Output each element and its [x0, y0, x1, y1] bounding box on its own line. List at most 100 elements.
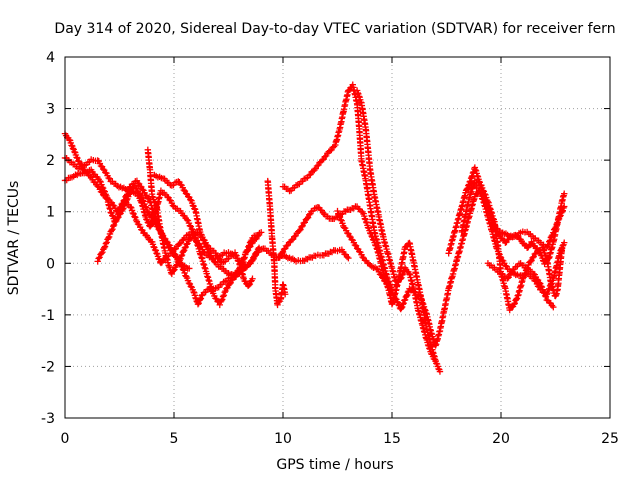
data-point [326, 147, 334, 155]
data-point [384, 283, 391, 290]
data-point [465, 195, 473, 203]
data-point [237, 264, 244, 271]
data-point [556, 213, 564, 220]
data-point [69, 145, 77, 152]
series-track-9 [279, 81, 396, 293]
data-point [465, 198, 472, 206]
data-point [519, 275, 526, 282]
data-point [544, 242, 551, 250]
data-point [193, 238, 200, 245]
data-point [542, 293, 550, 300]
y-tick-label: 3 [46, 102, 55, 118]
data-point [151, 198, 158, 206]
data-point [183, 216, 191, 223]
data-point [296, 227, 303, 234]
data-point [220, 292, 228, 299]
data-point [550, 229, 557, 236]
x-tick-label: 10 [274, 431, 292, 447]
y-tick-label: 4 [46, 50, 55, 66]
data-point [398, 304, 405, 312]
data-point [139, 197, 147, 204]
data-point [171, 253, 179, 260]
data-point [199, 236, 207, 244]
data-point [144, 219, 152, 226]
data-point [186, 265, 193, 272]
data-point [397, 275, 404, 282]
data-point [561, 203, 568, 210]
data-point [142, 203, 149, 210]
data-point [99, 248, 106, 256]
data-point [248, 240, 255, 247]
data-point [546, 238, 553, 245]
data-point [118, 204, 125, 211]
series-track-14 [465, 182, 568, 251]
data-point [216, 301, 223, 309]
data-point [194, 300, 202, 308]
data-point [303, 215, 311, 222]
data-point [403, 292, 410, 300]
data-point [421, 306, 428, 313]
data-point [335, 213, 343, 220]
data-point [151, 246, 159, 254]
data-point [138, 226, 145, 233]
data-point [513, 296, 520, 303]
data-point [560, 204, 567, 212]
data-point [96, 177, 104, 185]
data-point [149, 193, 156, 200]
data-point [520, 274, 527, 281]
data-point [204, 273, 211, 280]
chart-title: Day 314 of 2020, Sidereal Day-to-day VTE… [54, 21, 615, 37]
data-point [558, 244, 566, 252]
data-point [305, 172, 313, 179]
data-point [102, 240, 110, 247]
data-point [99, 184, 106, 191]
data-point [100, 187, 108, 194]
data-point [254, 232, 261, 240]
data-point [131, 213, 138, 220]
data-point [150, 243, 157, 250]
data-point [108, 227, 115, 234]
data-point [240, 255, 247, 262]
y-tick-label: -3 [41, 411, 55, 427]
data-point [194, 241, 201, 249]
data-point [112, 217, 119, 224]
data-point [555, 216, 562, 224]
series-track-13 [458, 177, 566, 314]
data-point [489, 220, 497, 227]
data-point [73, 154, 80, 161]
data-point [183, 241, 190, 248]
data-point [554, 219, 561, 227]
data-point [238, 259, 246, 267]
data-point [189, 202, 197, 209]
data-point [185, 279, 193, 287]
y-tick-label: 1 [46, 205, 55, 221]
data-point [201, 240, 208, 247]
data-point [399, 300, 407, 308]
data-point [249, 275, 256, 282]
data-point [218, 297, 225, 304]
data-point [110, 221, 118, 229]
data-point [510, 300, 518, 308]
data-point [507, 270, 515, 277]
data-point [529, 254, 536, 261]
data-point [187, 283, 195, 290]
data-point [232, 251, 239, 259]
data-point [521, 271, 528, 278]
data-point [243, 248, 251, 255]
data-point [223, 285, 230, 292]
data-point [191, 205, 198, 212]
data-point [138, 193, 145, 201]
data-point [107, 209, 114, 216]
data-point [254, 245, 262, 253]
data-point [467, 189, 475, 197]
data-point [481, 195, 488, 203]
series-track-1 [61, 130, 352, 271]
data-point [545, 241, 552, 248]
data-point [196, 250, 204, 257]
data-point [540, 289, 547, 296]
data-point [119, 201, 126, 208]
data-point [305, 211, 313, 219]
data-point [105, 234, 112, 242]
data-point [103, 239, 110, 246]
data-point [486, 210, 494, 217]
